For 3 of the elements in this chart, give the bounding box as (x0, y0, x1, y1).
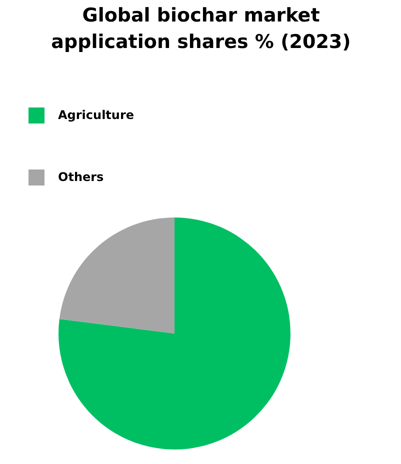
chart-title: Global biochar market application shares % (2023) (51, 4, 351, 53)
legend-label: Others (58, 169, 104, 186)
legend-label: Agriculture (58, 107, 134, 124)
